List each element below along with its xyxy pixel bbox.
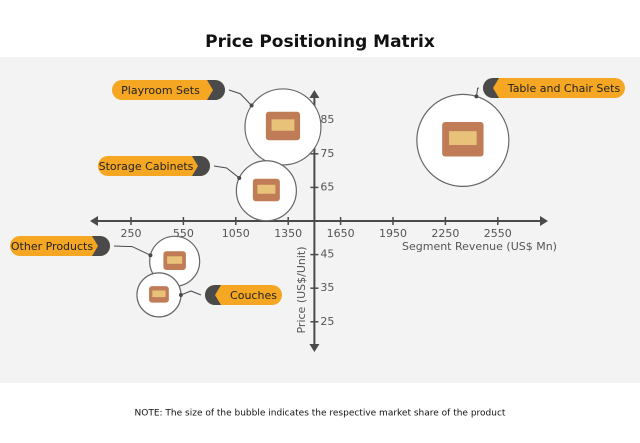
x-axis-label: Segment Revenue (US$ Mn) — [402, 240, 557, 253]
x-tick-label: 1950 — [379, 227, 407, 240]
bubble-group: Table and Chair Sets — [416, 78, 625, 187]
bubble-group: Playroom Sets — [112, 80, 322, 166]
y-tick-label: 85 — [320, 113, 334, 126]
callout-tip — [192, 156, 210, 176]
callout-box — [98, 156, 210, 176]
callout-box — [205, 285, 282, 305]
callout-box — [483, 78, 625, 98]
leader-line — [180, 290, 202, 296]
bubble-icon-detail — [271, 119, 295, 131]
y-tick-label: 35 — [320, 281, 334, 294]
callout-label: Other Products — [11, 240, 93, 253]
x-tick-label: 1350 — [274, 227, 302, 240]
leader-line — [113, 245, 151, 256]
y-axis-label: Price (US$/Unit) — [295, 246, 308, 333]
note: NOTE: The size of the bubble indicates t… — [135, 409, 506, 419]
chart-title: Price Positioning Matrix — [205, 32, 435, 52]
bubble-icon-detail — [449, 131, 477, 145]
callout-tip — [205, 285, 221, 305]
leader-line — [213, 165, 240, 179]
callout-label: Table and Chair Sets — [507, 82, 621, 95]
callout-label: Couches — [230, 289, 277, 302]
bubble-icon-detail — [152, 290, 166, 298]
leader-dot — [237, 175, 242, 180]
x-tick-label: 1050 — [222, 227, 250, 240]
callout-tip — [207, 80, 225, 100]
leader-dot — [178, 292, 183, 297]
y-tick-label: 65 — [320, 180, 334, 193]
leader-dot — [148, 253, 153, 258]
leader-dot — [249, 103, 254, 108]
bubble-group: Storage Cabinets — [98, 156, 297, 222]
callout-tip — [483, 78, 499, 98]
y-tick-label: 75 — [320, 147, 334, 160]
bubble-group: Couches — [136, 272, 282, 318]
leader-line — [475, 87, 480, 97]
leader-line — [228, 89, 252, 106]
callout-box — [10, 236, 110, 256]
callout-tip — [92, 236, 110, 256]
callout-label: Playroom Sets — [121, 84, 200, 97]
y-tick-label: 45 — [320, 248, 334, 261]
x-tick-label: 250 — [121, 227, 142, 240]
bubble-icon-detail — [167, 256, 183, 264]
bubble-icon-detail — [257, 184, 276, 194]
x-tick-label: 2250 — [431, 227, 459, 240]
leader-dot — [474, 94, 479, 99]
callout-label: Storage Cabinets — [99, 160, 194, 173]
x-tick-label: 1650 — [327, 227, 355, 240]
y-tick-label: 25 — [320, 315, 334, 328]
x-tick-label: 2550 — [484, 227, 512, 240]
callout-box — [112, 80, 225, 100]
